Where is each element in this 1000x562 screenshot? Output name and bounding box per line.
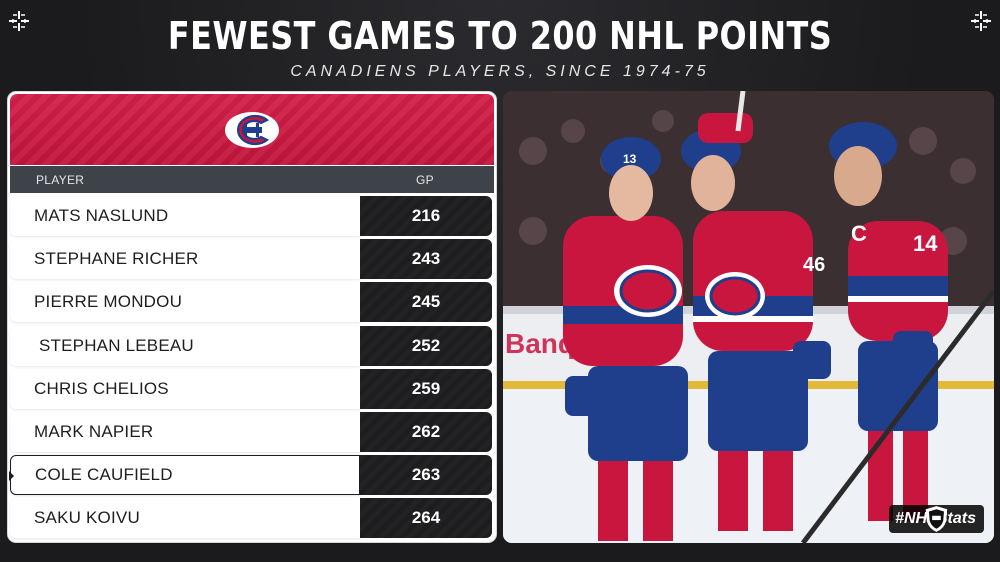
montreal-canadiens-logo-icon <box>225 111 279 148</box>
column-header-player: PLAYER <box>36 172 85 187</box>
table-row: PIERRE MONDOU 245 <box>10 282 494 323</box>
player-name: PIERRE MONDOU <box>10 282 360 323</box>
player-name: CHRIS CHELIOS <box>10 368 360 409</box>
table-row: MATS NASLUND 216 <box>10 196 494 236</box>
leaderboard-card: PLAYER GP MATS NASLUND 216 STEPHANE RICH… <box>7 91 497 543</box>
page-subtitle: CANADIENS PLAYERS, SINCE 1974-75 <box>290 63 710 80</box>
player-name: STEPHANE RICHER <box>10 239 360 280</box>
player-left: 13 <box>563 137 688 541</box>
table-row-highlighted: COLE CAUFIELD 263 <box>9 455 494 496</box>
player-name: MATS NASLUND <box>10 196 360 236</box>
games-played: 252 <box>360 325 492 366</box>
table-row: STEPHAN LEBEAU 252 <box>10 325 494 366</box>
player-name: COLE CAUFIELD <box>10 455 360 496</box>
team-banner <box>10 94 494 165</box>
player-list: MATS NASLUND 216 STEPHANE RICHER 243 PIE… <box>9 196 494 542</box>
column-header-gp: GP <box>416 172 434 187</box>
games-played: 264 <box>360 498 492 539</box>
table-row: CHRIS CHELIOS 259 <box>10 368 494 409</box>
jersey-number: 13 <box>623 152 637 166</box>
nhlstats-badge: #NHLStats <box>889 505 984 533</box>
games-played: 245 <box>360 282 492 323</box>
player-right: C 14 <box>829 122 948 521</box>
jersey-number: 14 <box>913 231 938 256</box>
games-played: 259 <box>360 368 492 409</box>
jersey-number: 46 <box>803 254 825 276</box>
column-header-bar: PLAYER GP <box>10 166 494 193</box>
table-row: SAKU KOIVU 264 <box>10 498 494 539</box>
page-title: FEWEST GAMES TO 200 NHL POINTS <box>167 14 833 58</box>
games-played: 262 <box>360 411 492 452</box>
celebrating-players-illustration: Banq C 14 <box>503 91 994 543</box>
nhl-shield-icon <box>925 506 948 532</box>
player-photo: Banq C 14 <box>503 91 994 543</box>
crosshair-icon <box>970 10 992 32</box>
games-played: 263 <box>360 455 492 496</box>
player-name: STEPHAN LEBEAU <box>10 325 360 366</box>
games-played: 216 <box>360 196 492 236</box>
table-row: STEPHANE RICHER 243 <box>10 239 494 280</box>
captain-letter: C <box>851 221 867 246</box>
player-name: SAKU KOIVU <box>10 498 360 539</box>
player-name: MARK NAPIER <box>10 411 360 452</box>
crosshair-icon <box>8 10 30 32</box>
player-middle: 46 <box>681 113 831 531</box>
games-played: 243 <box>360 239 492 280</box>
table-row: MARK NAPIER 262 <box>10 411 494 452</box>
